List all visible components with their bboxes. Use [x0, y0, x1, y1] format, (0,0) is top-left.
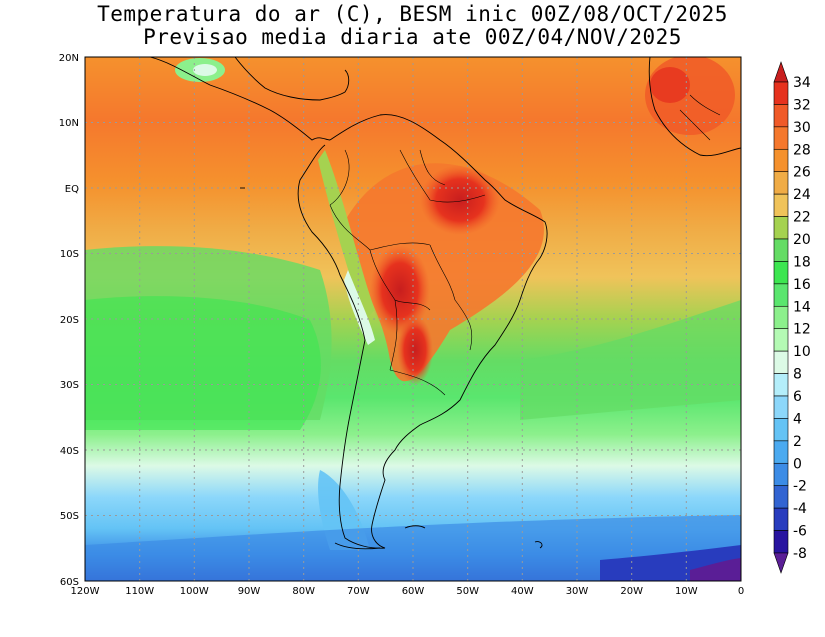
colorbar-label: 28	[793, 142, 811, 158]
colorbar-label: 18	[793, 254, 811, 270]
colorbar-label: 24	[793, 187, 811, 203]
temperature-field	[85, 57, 741, 581]
colorbar-label: -6	[793, 524, 807, 540]
colorbar-segment	[773, 126, 789, 150]
lat-tick-label: 60S	[60, 577, 79, 588]
colorbar-label: 20	[793, 232, 811, 248]
lat-tick-label: 40S	[60, 446, 79, 457]
colorbar-segment	[773, 328, 789, 352]
map-title-line1: Temperatura do ar (C), BESM inic 00Z/08/…	[97, 2, 728, 26]
colorbar-segment	[773, 305, 789, 330]
colorbar-segment	[773, 350, 789, 374]
lon-tick-label: 90W	[238, 586, 261, 597]
colorbar-segment	[773, 530, 789, 554]
colorbar-segment	[773, 418, 789, 442]
colorbar-label: 0	[793, 456, 802, 472]
lat-tick-label: 10N	[59, 118, 79, 129]
colorbar-segment	[773, 373, 789, 397]
colorbar-label: 10	[793, 344, 811, 360]
colorbar-segment	[773, 104, 789, 128]
colorbar-label: 22	[793, 210, 811, 226]
colorbar-segment	[773, 440, 789, 464]
map-frame	[84, 56, 742, 582]
colorbar-segment	[773, 395, 789, 419]
lat-tick-label: 10S	[60, 249, 79, 260]
lat-tick-label: 50S	[60, 511, 79, 522]
lon-tick-label: 70W	[347, 586, 370, 597]
lon-tick-label: 20W	[620, 586, 643, 597]
colorbar-segment	[773, 283, 789, 307]
colorbar-segment	[773, 485, 789, 509]
colorbar-label: 16	[793, 277, 811, 293]
colorbar-segment	[773, 193, 789, 217]
colorbar-segment	[773, 261, 789, 285]
graticule	[85, 57, 741, 581]
colorbar-segment	[773, 462, 789, 487]
colorbar-label: 14	[793, 299, 811, 315]
colorbar-label: -8	[793, 546, 807, 562]
lat-tick-label: 30S	[60, 380, 79, 391]
lon-tick-label: 120W	[71, 586, 100, 597]
colorbar-label: 26	[793, 165, 811, 181]
lon-tick-label: 40W	[511, 586, 534, 597]
colorbar-cap-bottom	[773, 552, 789, 574]
lon-tick-label: 110W	[125, 586, 154, 597]
lat-tick-label: EQ	[65, 184, 79, 195]
colorbar-segment	[773, 507, 789, 531]
colorbar-label: 8	[793, 367, 802, 383]
colorbar-cap-top	[773, 61, 789, 83]
colorbar-label: 32	[793, 97, 811, 113]
colorbar-segment	[773, 81, 789, 105]
colorbar-segment	[773, 171, 789, 195]
lat-tick-label: 20S	[60, 315, 79, 326]
colorbar-label: 30	[793, 120, 811, 136]
lat-tick-label: 20N	[59, 53, 79, 64]
lat-axis: 20N 10N EQ 10S 20S 30S 40S 50S 60S	[59, 53, 79, 588]
lon-tick-label: 10W	[675, 586, 698, 597]
lon-tick-label: 100W	[180, 586, 209, 597]
colorbar-label: -2	[793, 479, 807, 495]
colorbar-label: 34	[793, 75, 811, 91]
country-borders	[329, 94, 721, 396]
colorbar-segment	[773, 148, 789, 173]
colorbar-segment	[773, 238, 789, 262]
colorbar-label: 6	[793, 389, 802, 405]
lon-tick-label: 0	[738, 586, 744, 597]
colorbar-segment	[773, 216, 789, 240]
map-title-line2: Previsao media diaria ate 00Z/04/NOV/202…	[143, 25, 682, 49]
colorbar-label: 2	[793, 434, 802, 450]
lon-axis: 120W 110W 100W 90W 80W 70W 60W 50W 40W 3…	[71, 586, 745, 597]
lon-tick-label: 60W	[402, 586, 425, 597]
colorbar-label: 12	[793, 322, 811, 338]
colorbar-label: -4	[793, 501, 807, 517]
coastlines	[149, 57, 741, 550]
colorbar-label: 4	[793, 411, 802, 427]
lon-tick-label: 50W	[456, 586, 479, 597]
lon-tick-label: 80W	[292, 586, 315, 597]
lon-tick-label: 30W	[566, 586, 589, 597]
